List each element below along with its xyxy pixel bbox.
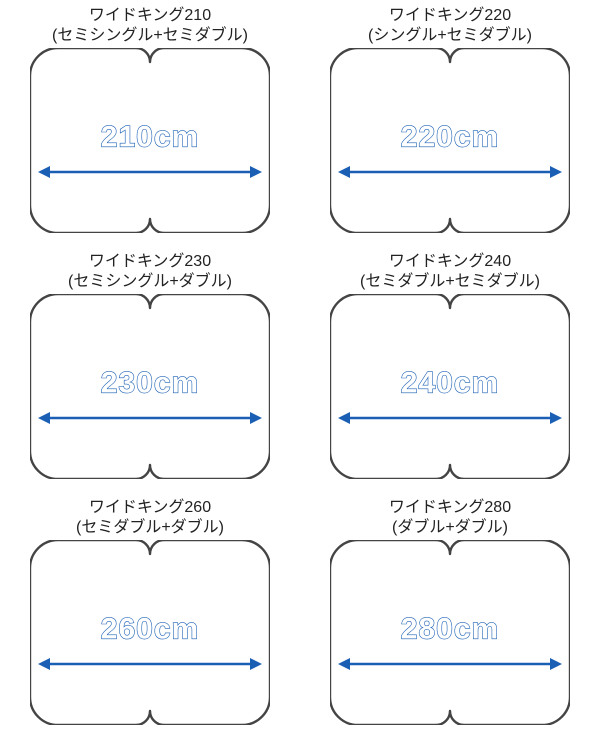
size-title: ワイドキング260 (セミダブル+ダブル): [76, 498, 224, 538]
mattress-shape: 220cm: [330, 48, 570, 233]
dimension-label: 220cm: [330, 120, 570, 154]
page: ワイドキング210 (セミシングル+セミダブル) 210cm ワイドキング220 …: [0, 0, 600, 738]
size-cell: ワイドキング230 (セミシングル+ダブル) 230cm: [0, 246, 300, 492]
width-arrow: [38, 163, 262, 183]
dimension-label: 230cm: [30, 366, 270, 400]
size-cell: ワイドキング280 (ダブル+ダブル) 280cm: [300, 492, 600, 738]
width-arrow: [338, 655, 562, 675]
width-arrow: [38, 655, 262, 675]
width-arrow: [338, 409, 562, 429]
width-arrow: [338, 163, 562, 183]
size-title: ワイドキング280 (ダブル+ダブル): [389, 498, 511, 538]
size-cell: ワイドキング210 (セミシングル+セミダブル) 210cm: [0, 0, 300, 246]
width-arrow: [38, 409, 262, 429]
size-title: ワイドキング240 (セミダブル+セミダブル): [360, 252, 540, 292]
mattress-shape: 260cm: [30, 540, 270, 725]
mattress-shape: 230cm: [30, 294, 270, 479]
size-title: ワイドキング210 (セミシングル+セミダブル): [52, 6, 248, 46]
dimension-label: 280cm: [330, 612, 570, 646]
mattress-shape: 280cm: [330, 540, 570, 725]
mattress-shape: 240cm: [330, 294, 570, 479]
dimension-label: 260cm: [30, 612, 270, 646]
size-title: ワイドキング230 (セミシングル+ダブル): [68, 252, 232, 292]
size-title: ワイドキング220 (シングル+セミダブル): [368, 6, 532, 46]
size-grid: ワイドキング210 (セミシングル+セミダブル) 210cm ワイドキング220 …: [0, 0, 600, 738]
mattress-shape: 210cm: [30, 48, 270, 233]
size-cell: ワイドキング220 (シングル+セミダブル) 220cm: [300, 0, 600, 246]
size-cell: ワイドキング240 (セミダブル+セミダブル) 240cm: [300, 246, 600, 492]
dimension-label: 240cm: [330, 366, 570, 400]
dimension-label: 210cm: [30, 120, 270, 154]
size-cell: ワイドキング260 (セミダブル+ダブル) 260cm: [0, 492, 300, 738]
